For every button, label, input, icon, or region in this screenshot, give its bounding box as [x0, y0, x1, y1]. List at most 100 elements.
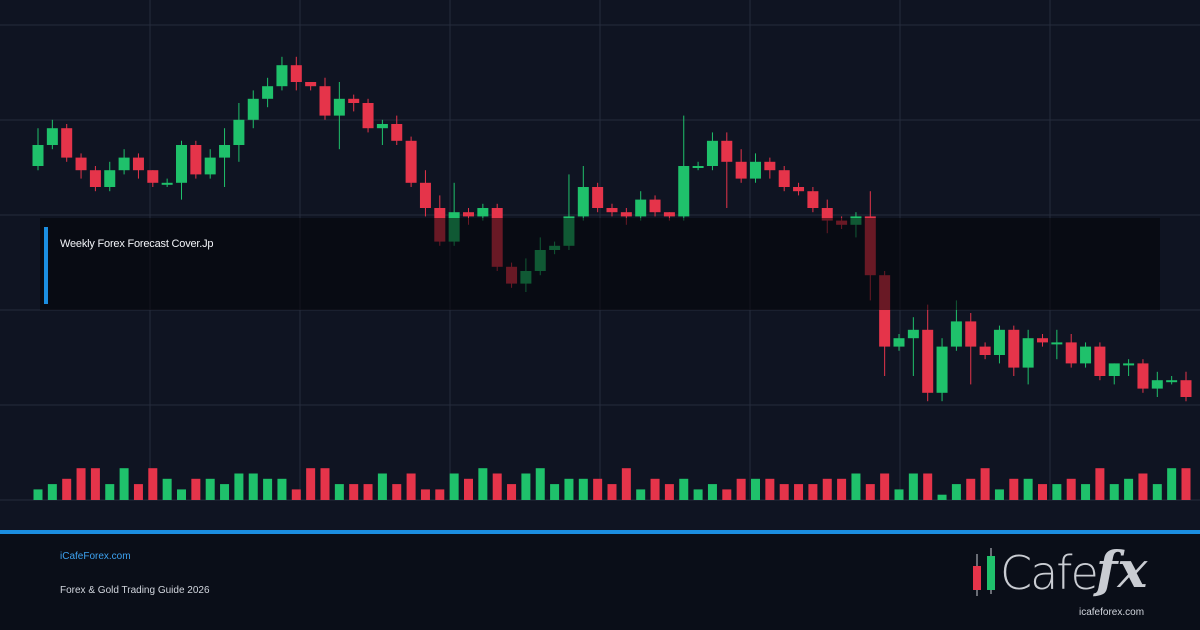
volume-bar [908, 473, 918, 500]
guide-label: Forex & Gold Trading Guide 2026 [60, 585, 210, 596]
volume-bar [406, 473, 416, 500]
volume-bar [1124, 478, 1134, 500]
candle-body [463, 212, 474, 217]
volume-bar [578, 478, 588, 500]
candle-body [592, 187, 604, 208]
volume-bar [593, 478, 603, 500]
candle-body [1094, 346, 1106, 376]
volume-bar [1038, 484, 1047, 500]
brand-logo: Cafe fx icafeforex.com [962, 542, 1172, 622]
candle-body [1151, 380, 1163, 389]
candle-body [89, 170, 101, 187]
candle-body [247, 98, 259, 120]
volume-bar [937, 494, 947, 500]
volume-bar [1152, 484, 1162, 500]
candle-body [735, 161, 747, 179]
volume-bar [550, 484, 560, 500]
candle-body [922, 329, 934, 393]
volume-bar [263, 478, 273, 500]
candle-body [649, 199, 661, 213]
volume-bar [564, 478, 574, 500]
candle-body [333, 98, 345, 116]
volume-bar [248, 473, 258, 500]
volume-bar [966, 478, 976, 500]
candle-body [721, 140, 733, 162]
candle-body [262, 86, 274, 99]
volume-bar [205, 478, 215, 500]
candle-body [793, 187, 805, 192]
volume-bar [779, 484, 789, 500]
volume-bar [1023, 478, 1033, 500]
candle-body [362, 103, 374, 129]
volume-bar [349, 484, 359, 500]
volume-bar [334, 484, 344, 500]
candle-body [204, 157, 216, 175]
candle-body [161, 182, 173, 185]
title-accent-bar [44, 227, 48, 304]
candle-body [1065, 342, 1077, 364]
volume-bar [894, 489, 904, 500]
candle-body [1080, 346, 1092, 364]
volume-bar [679, 478, 689, 500]
volume-bar [105, 484, 115, 500]
candle-body [879, 275, 891, 347]
volume-bar [363, 484, 373, 500]
volume-bar [736, 478, 746, 500]
candle-body [620, 212, 632, 217]
volume-bar [980, 468, 990, 500]
volume-bar [521, 473, 531, 500]
candle-body [965, 321, 977, 347]
candle-body [419, 182, 431, 208]
candle-body [778, 170, 790, 187]
volume-bar [1081, 484, 1091, 500]
candle-body [176, 145, 187, 183]
candle-body [936, 346, 948, 393]
volume-bars [33, 468, 1191, 500]
volume-bar [621, 468, 631, 500]
volume-bar [90, 468, 100, 500]
volume-bar [650, 478, 660, 500]
candle-body [132, 157, 144, 171]
candle-body [118, 157, 130, 171]
candle-body [635, 199, 647, 217]
title-overlay: Weekly Forex Forecast Cover.Jp [40, 218, 1160, 310]
volume-bar [1052, 484, 1062, 500]
candle-body [46, 128, 58, 145]
volume-bar [994, 489, 1004, 500]
footer-divider [0, 530, 1200, 534]
volume-bar [220, 484, 230, 500]
candle-body [1051, 342, 1063, 345]
candle-body [1137, 363, 1149, 389]
footer: iCafeForex.com Forex & Gold Trading Guid… [0, 534, 1200, 630]
volume-bar [148, 468, 158, 500]
volume-bar [1009, 478, 1019, 500]
candle-body [764, 161, 776, 171]
candle-body [950, 321, 962, 347]
volume-bar [119, 468, 129, 500]
volume-bar [291, 489, 301, 500]
candle-body [750, 161, 761, 179]
volume-bar [535, 468, 545, 500]
site-link[interactable]: iCafeForex.com [60, 551, 131, 562]
candle-body [61, 128, 73, 158]
volume-bar [177, 489, 186, 500]
candle-body [477, 208, 489, 217]
volume-bar [478, 468, 488, 500]
volume-bar [664, 484, 674, 500]
candle-body [104, 170, 116, 187]
volume-bar [607, 484, 617, 500]
volume-bar [1066, 478, 1076, 500]
candle-body [577, 187, 589, 217]
volume-bar [707, 484, 717, 500]
candle-body [276, 65, 288, 87]
candle-body [1166, 380, 1178, 383]
volume-bar [62, 478, 72, 500]
volume-bar [636, 489, 646, 500]
volume-bar [923, 473, 933, 500]
volume-bar [722, 489, 732, 500]
page-title: Weekly Forex Forecast Cover.Jp [60, 238, 214, 250]
volume-bar [464, 478, 473, 500]
volume-bar [880, 473, 890, 500]
candle-body [32, 145, 44, 166]
candle-body [147, 170, 159, 183]
